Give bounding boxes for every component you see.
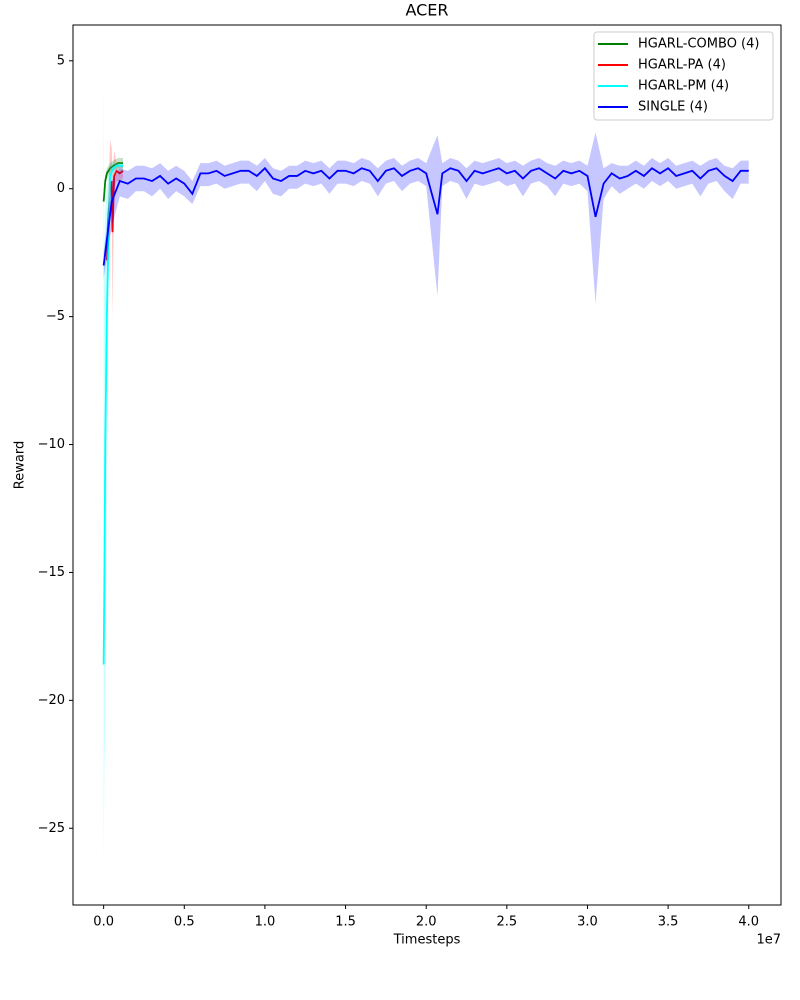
x-tick-label: 1.5: [335, 915, 356, 930]
y-tick-label: −10: [38, 437, 65, 452]
y-tick-label: 5: [57, 53, 65, 68]
legend-label: HGARL-PA (4): [638, 58, 726, 73]
plot-area: [102, 65, 749, 867]
x-tick-label: 1.0: [255, 915, 276, 930]
x-tick-label: 0.0: [93, 915, 114, 930]
series-line: [102, 164, 123, 665]
y-tick-label: −5: [46, 309, 65, 324]
y-axis-label: Reward: [13, 441, 28, 489]
y-tick-label: −15: [38, 565, 65, 580]
legend-box: [593, 31, 774, 121]
x-axis-label: Timesteps: [393, 933, 461, 948]
x-offset-label: 1e7: [756, 933, 781, 948]
error-band: [103, 132, 749, 304]
x-tick-label: 3.5: [658, 915, 679, 930]
x-tick-label: 3.0: [577, 915, 598, 930]
plot-frame: [72, 24, 782, 906]
legend-label: HGARL-COMBO (4): [638, 37, 759, 52]
x-tick-label: 2.0: [416, 915, 437, 930]
series-line: [102, 166, 749, 266]
series-line: [102, 162, 123, 202]
y-tick-label: 0: [57, 181, 65, 196]
legend-label: SINGLE (4): [638, 100, 708, 115]
x-tick-label: 0.5: [174, 915, 195, 930]
chart-title: ACER: [405, 1, 448, 20]
y-tick-label: −25: [38, 821, 65, 836]
y-tick-label: −20: [38, 693, 65, 708]
legend-label: HGARL-PM (4): [638, 79, 729, 94]
x-tick-label: 4.0: [738, 915, 759, 930]
x-tick-label: 2.5: [496, 915, 517, 930]
